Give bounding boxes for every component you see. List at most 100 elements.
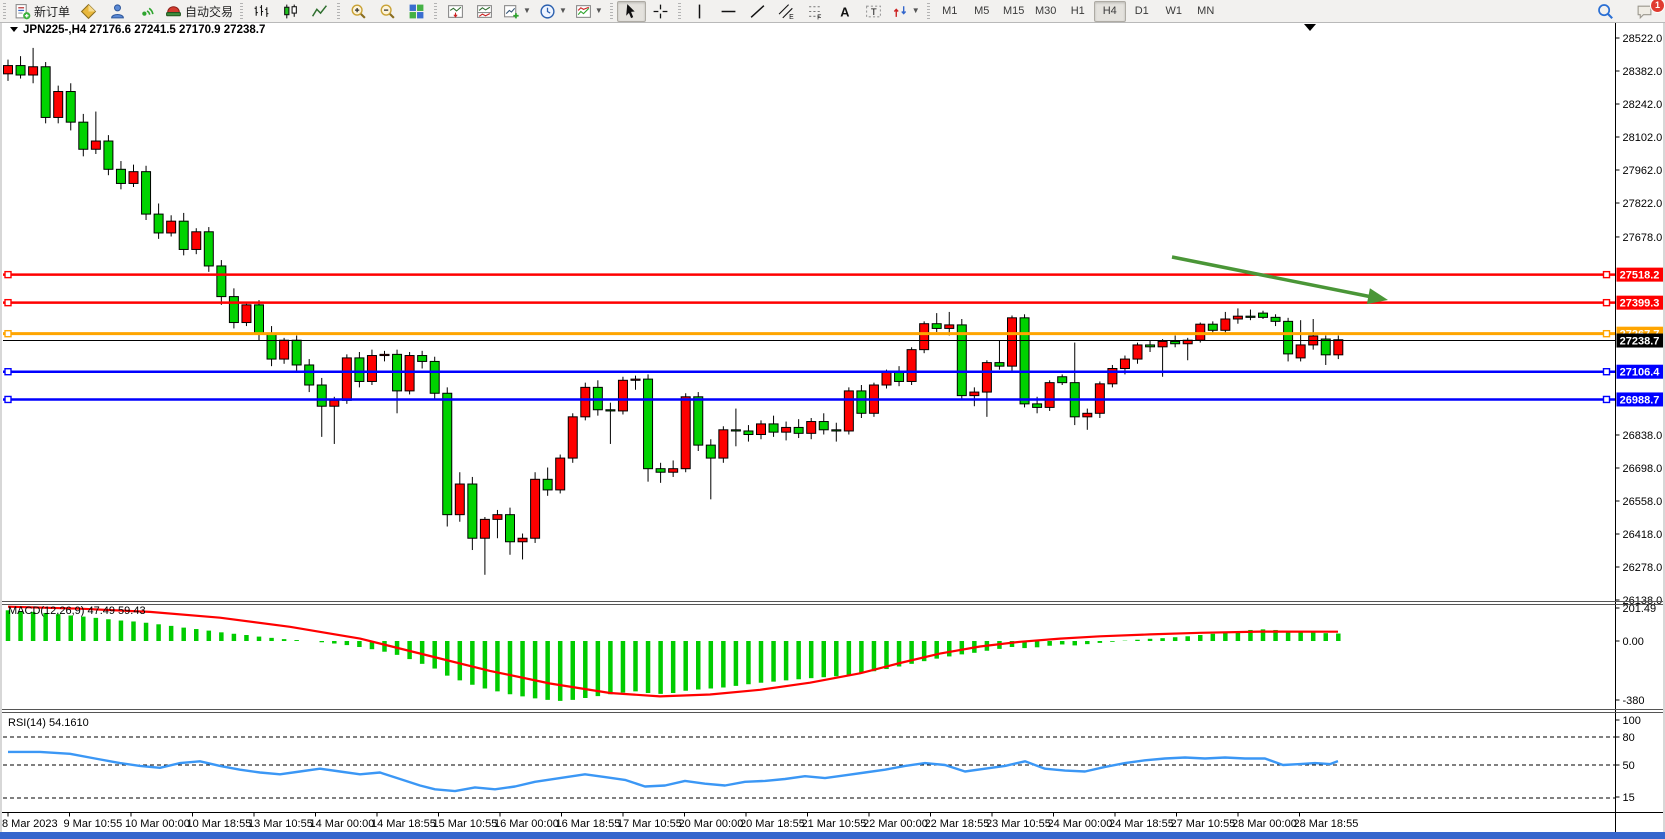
channel-button[interactable]: E [772,1,801,22]
fibonacci-button[interactable]: F [801,1,830,22]
notifications-button[interactable]: 1 [1630,0,1665,22]
trendline-button[interactable] [743,1,772,22]
svg-text:17 Mar 10:55: 17 Mar 10:55 [617,818,682,830]
toolbar-drag-handle[interactable] [337,3,341,19]
horizontal-line-button[interactable] [714,1,743,22]
cursor-button[interactable] [616,0,646,22]
svg-text:-380: -380 [1623,695,1645,707]
svg-text:13 Mar 10:55: 13 Mar 10:55 [248,818,313,830]
chevron-down-icon[interactable] [10,27,18,32]
toolbar-drag-handle[interactable] [926,3,930,19]
macd-signal-line [7,605,1339,698]
zoom-in-button[interactable] [344,1,373,22]
svg-text:14 Mar 18:55: 14 Mar 18:55 [371,818,436,830]
indwin1-icon [448,4,463,18]
line-chart-button[interactable] [305,1,334,22]
fibo-icon: F [808,5,822,20]
new-chart-dropdown[interactable]: ▼ [499,1,535,22]
timeframe-M1-button[interactable]: M1 [942,5,958,17]
new-order-button[interactable]: 新订单 [10,1,74,22]
zoomout-icon [380,4,395,19]
indicator-diamond-button[interactable] [74,1,103,22]
chevron-down-icon[interactable]: ▼ [911,6,920,15]
bar-chart-button[interactable] [247,1,276,22]
candlestick-button[interactable] [276,1,305,22]
chart-shift-marker[interactable] [1304,24,1316,31]
svg-text:E: E [789,13,794,19]
svg-text:22 Mar 00:00: 22 Mar 00:00 [863,818,928,830]
rsi-panel: RSI(14) 54.1610 100 80 50 15 [3,715,1641,804]
svg-text:26558.0: 26558.0 [1623,496,1663,508]
svg-text:27399.3: 27399.3 [1620,298,1660,310]
arrows-dropdown[interactable]: ▼ [888,1,924,22]
labelT-icon: T [865,5,881,18]
new-order-button-label: 新订单 [34,4,71,19]
timeframe-MN-button[interactable]: MN [1197,5,1215,17]
toolbar-drag-handle[interactable] [3,3,6,19]
toolbar-drag-handle[interactable] [609,3,613,19]
indicator-window-button[interactable] [441,1,470,22]
auto-trading-button[interactable]: 自动交易 [161,1,237,22]
window-bottom-strip [0,832,1665,839]
svg-text:T: T [871,7,877,18]
rsi-line [8,750,1339,793]
svg-text:26418.0: 26418.0 [1623,529,1663,541]
timeframe-W1-button[interactable]: W1 [1165,5,1182,17]
timeframe-M15-button[interactable]: M15 [1003,5,1025,17]
signal-icon [142,7,154,16]
svg-text:0.00: 0.00 [1623,636,1644,648]
svg-text:27822.0: 27822.0 [1623,198,1663,210]
chevron-down-icon[interactable]: ▼ [594,6,603,15]
crosshair-button[interactable] [646,1,675,22]
textA-icon: A [840,4,849,19]
svg-text:24 Mar 18:55: 24 Mar 18:55 [1109,818,1174,830]
text-label-button[interactable]: T [859,1,888,22]
clock-icon [540,3,555,19]
autotrade-icon [166,5,181,16]
price-axis: 28522.0 28382.0 28242.0 28102.0 27962.0 27822… [1615,23,1663,832]
toolbar-drag-handle[interactable] [677,3,681,19]
svg-text:100: 100 [1623,715,1641,727]
svg-text:201.49: 201.49 [1623,603,1657,615]
tile-windows-button[interactable] [402,1,431,22]
notification-badge: 1 [1650,0,1665,13]
timeframe-M30-button[interactable]: M30 [1035,5,1057,17]
new-order-icon [15,3,31,19]
text-button[interactable]: A [830,1,859,22]
market-watch-button[interactable] [103,1,132,22]
timeframe-M5-button[interactable]: M5 [974,5,990,17]
trend-arrow[interactable] [1171,255,1388,304]
hline-icon [721,10,736,12]
svg-text:15: 15 [1623,792,1635,804]
svg-text:28382.0: 28382.0 [1623,66,1663,78]
svg-text:80: 80 [1623,732,1635,744]
svg-text:26988.7: 26988.7 [1620,394,1660,406]
svg-text:27106.4: 27106.4 [1620,367,1661,379]
newchart-icon [504,4,519,18]
indicator-list-button[interactable] [470,1,499,22]
chevron-down-icon[interactable]: ▼ [523,6,531,15]
svg-text:MACD(12,26,9) 47.49 59.43: MACD(12,26,9) 47.49 59.43 [8,605,146,617]
zoom-out-button[interactable] [373,1,402,22]
svg-text:28 Mar 00:00: 28 Mar 00:00 [1232,818,1297,830]
svg-text:50: 50 [1623,760,1635,772]
timeframe-H4-button[interactable]: H4 [1093,0,1126,22]
search-button[interactable] [1591,1,1620,22]
timeframe-D1-button[interactable]: D1 [1134,5,1149,17]
toolbar-drag-handle[interactable] [434,3,438,19]
signals-button[interactable] [132,1,161,22]
timeframe-H1-button[interactable]: H1 [1070,5,1085,17]
toolbar-drag-handle[interactable] [240,3,244,19]
svg-text:20 Mar 18:55: 20 Mar 18:55 [740,818,805,830]
timer-dropdown[interactable]: ▼ [535,1,571,22]
svg-text:16 Mar 00:00: 16 Mar 00:00 [494,818,559,830]
price-lines-layer[interactable]: 27518.227399.327267.727106.426988.727238… [3,267,1664,407]
svg-text:21 Mar 10:55: 21 Mar 10:55 [802,818,867,830]
linechart-icon [311,4,328,17]
chevron-down-icon[interactable]: ▼ [558,6,567,15]
svg-text:27518.2: 27518.2 [1620,270,1660,282]
vertical-line-button[interactable] [685,1,714,22]
templates-dropdown[interactable]: ▼ [571,1,607,22]
